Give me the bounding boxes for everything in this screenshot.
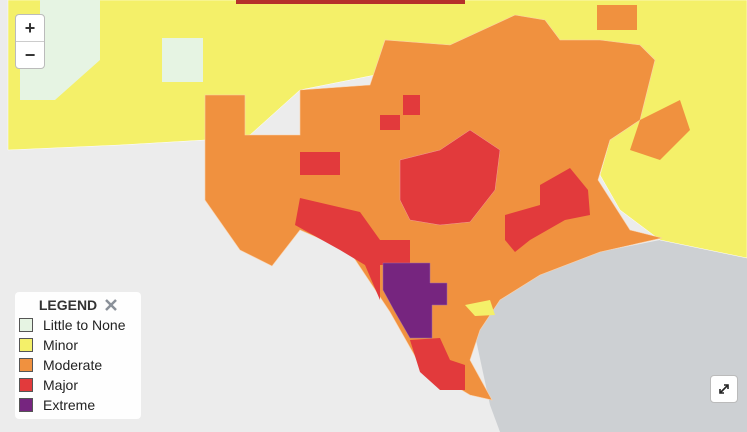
expand-icon: [719, 384, 729, 394]
legend-swatch: [19, 398, 33, 412]
zoom-out[interactable]: −: [16, 41, 44, 68]
legend-swatch: [19, 338, 33, 352]
legend-item: Major: [19, 375, 137, 395]
major-region: [505, 168, 590, 252]
legend-item: Extreme: [19, 395, 137, 415]
minor-region: [465, 300, 495, 316]
major-region: [410, 338, 465, 390]
legend-label: Major: [43, 377, 79, 393]
legend-item: Minor: [19, 335, 137, 355]
fullscreen-button[interactable]: [710, 375, 738, 403]
legend: LEGEND Little to None Minor Moderate Major E…: [15, 292, 141, 419]
legend-swatch: [19, 358, 33, 372]
legend-label: Moderate: [43, 357, 103, 373]
legend-header: LEGEND: [19, 295, 137, 315]
major-region: [295, 198, 410, 300]
legend-label: Minor: [43, 337, 79, 353]
legend-title: LEGEND: [38, 297, 98, 313]
top-bar: [236, 0, 465, 4]
legend-close[interactable]: [105, 299, 118, 311]
little-region: [162, 38, 203, 82]
major-region: [380, 115, 400, 130]
gulf-water: [470, 240, 747, 432]
extreme-region: [382, 262, 448, 339]
moderate-region: [630, 100, 690, 160]
zoom-control: + −: [15, 14, 45, 69]
legend-swatch: [19, 378, 33, 392]
legend-item: Little to None: [19, 315, 137, 335]
major-region: [399, 129, 501, 226]
legend-item: Moderate: [19, 355, 137, 375]
major-region: [403, 95, 420, 115]
major-region: [300, 152, 340, 175]
moderate-region: [597, 5, 637, 30]
legend-label: Little to None: [43, 317, 126, 333]
legend-swatch: [19, 318, 33, 332]
zoom-in[interactable]: +: [24, 18, 36, 38]
legend-label: Extreme: [43, 397, 96, 413]
